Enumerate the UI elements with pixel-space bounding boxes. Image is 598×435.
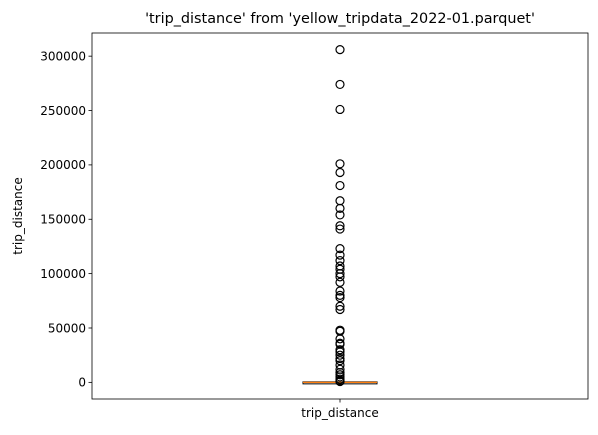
y-tick-label: 200000	[40, 158, 86, 172]
outlier-point	[335, 301, 345, 311]
outlier-point	[335, 203, 345, 213]
outlier-point	[335, 286, 345, 296]
outlier-point	[335, 221, 345, 231]
outlier-point	[335, 334, 345, 344]
outlier-point	[335, 180, 345, 191]
outlier-point	[335, 292, 345, 303]
y-tick-label: 0	[78, 376, 86, 390]
outlier-point	[335, 167, 345, 178]
outlier-point	[335, 272, 345, 282]
x-tick-label: trip_distance	[301, 406, 378, 420]
outlier-point	[335, 356, 345, 366]
outlier-point	[335, 376, 345, 387]
x-axis: trip_distance	[301, 399, 379, 420]
outlier-point	[335, 45, 345, 55]
outlier-point	[335, 210, 345, 220]
outlier-point	[335, 350, 345, 360]
outlier-point	[335, 250, 345, 260]
outlier-point	[335, 244, 345, 254]
outlier-point	[335, 347, 345, 357]
outlier-point	[335, 159, 345, 169]
outlier-point	[335, 277, 345, 287]
outlier-point	[335, 104, 345, 115]
y-tick-label: 300000	[40, 49, 86, 63]
y-tick-label: 250000	[40, 104, 86, 118]
y-axis: 0 50000 100000 150000 200000 250000 300000	[40, 49, 92, 390]
y-tick-label: 150000	[40, 213, 86, 227]
outlier-point	[335, 224, 345, 234]
outlier-point	[335, 255, 345, 266]
y-axis-label: trip_distance	[11, 177, 25, 254]
outlier-point	[335, 269, 345, 279]
outlier-point	[335, 79, 345, 90]
chart-title: 'trip_distance' from 'yellow_tripdata_20…	[145, 11, 535, 27]
plot-area	[302, 45, 378, 387]
y-tick-label: 100000	[40, 267, 86, 281]
outlier-point	[335, 304, 345, 315]
y-tick-label: 50000	[48, 321, 86, 335]
